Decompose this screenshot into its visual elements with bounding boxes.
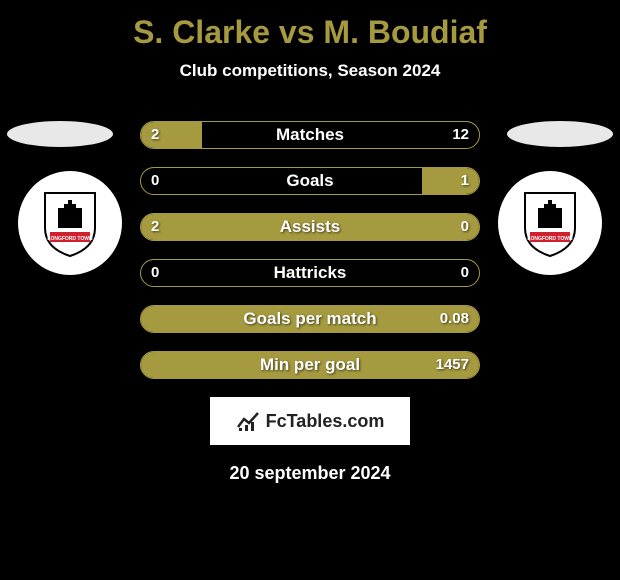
stat-bar-row: 2Assists0 <box>140 213 480 241</box>
stat-bar-row: 2Matches12 <box>140 121 480 149</box>
svg-text:LONGFORD TOWN: LONGFORD TOWN <box>527 236 573 242</box>
player-photo-placeholder-right <box>507 121 613 147</box>
stat-value-right: 1 <box>461 168 469 194</box>
stat-value-right: 12 <box>452 122 469 148</box>
comparison-title: S. Clarke vs M. Boudiaf <box>0 0 620 51</box>
brand-logo: FcTables.com <box>210 397 410 445</box>
stat-value-right: 1457 <box>436 352 469 378</box>
stat-label: Min per goal <box>141 352 479 378</box>
stat-bar-row: Min per goal1457 <box>140 351 480 379</box>
brand-text: FcTables.com <box>266 411 385 432</box>
stat-bars: 2Matches120Goals12Assists00Hattricks0Goa… <box>140 121 480 379</box>
crest-icon: LONGFORD TOWN <box>40 188 100 258</box>
chart-icon <box>236 409 260 433</box>
svg-text:LONGFORD TOWN: LONGFORD TOWN <box>47 236 93 242</box>
stat-bar-row: Goals per match0.08 <box>140 305 480 333</box>
comparison-subtitle: Club competitions, Season 2024 <box>0 61 620 81</box>
stat-value-right: 0 <box>461 214 469 240</box>
stat-label: Goals <box>141 168 479 194</box>
stat-label: Matches <box>141 122 479 148</box>
stat-label: Goals per match <box>141 306 479 332</box>
team-badge-right: LONGFORD TOWN <box>498 171 602 275</box>
crest-icon: LONGFORD TOWN <box>520 188 580 258</box>
stat-bar-row: 0Hattricks0 <box>140 259 480 287</box>
comparison-content: LONGFORD TOWN LONGFORD TOWN 2Matches120G… <box>0 121 620 379</box>
stat-label: Assists <box>141 214 479 240</box>
stat-label: Hattricks <box>141 260 479 286</box>
stat-bar-row: 0Goals1 <box>140 167 480 195</box>
team-badge-left: LONGFORD TOWN <box>18 171 122 275</box>
stat-value-right: 0.08 <box>440 306 469 332</box>
stat-value-right: 0 <box>461 260 469 286</box>
player-photo-placeholder-left <box>7 121 113 147</box>
footer-date: 20 september 2024 <box>0 463 620 484</box>
